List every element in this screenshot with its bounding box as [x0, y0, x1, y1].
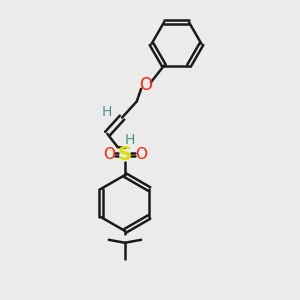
Text: O: O: [135, 147, 147, 162]
Text: H: H: [124, 133, 135, 147]
Text: H: H: [102, 105, 112, 119]
Text: O: O: [139, 76, 152, 94]
Text: S: S: [118, 145, 132, 164]
Text: O: O: [103, 147, 115, 162]
